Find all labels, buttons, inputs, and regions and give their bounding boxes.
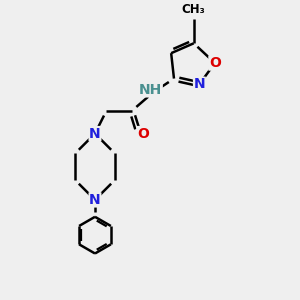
Text: NH: NH	[139, 83, 162, 97]
Text: CH₃: CH₃	[182, 3, 206, 16]
Text: N: N	[89, 193, 101, 207]
Text: O: O	[137, 127, 149, 141]
Text: O: O	[209, 56, 221, 70]
Text: N: N	[194, 77, 205, 91]
Text: N: N	[89, 127, 101, 141]
